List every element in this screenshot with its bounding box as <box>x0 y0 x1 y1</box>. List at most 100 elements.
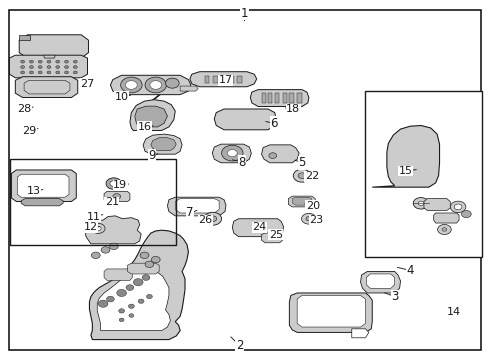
Polygon shape <box>371 126 439 187</box>
Circle shape <box>38 71 42 74</box>
Polygon shape <box>43 55 55 58</box>
Polygon shape <box>151 138 176 150</box>
Polygon shape <box>204 76 209 83</box>
Polygon shape <box>167 197 225 216</box>
Polygon shape <box>274 93 279 103</box>
Circle shape <box>119 318 124 321</box>
Polygon shape <box>214 109 276 130</box>
Circle shape <box>128 304 134 309</box>
Text: 18: 18 <box>285 104 300 114</box>
Circle shape <box>129 314 134 318</box>
Polygon shape <box>19 35 30 40</box>
Circle shape <box>47 66 51 68</box>
Circle shape <box>293 169 310 182</box>
Polygon shape <box>221 76 225 83</box>
Circle shape <box>64 66 68 68</box>
Polygon shape <box>261 93 265 103</box>
Polygon shape <box>130 100 175 131</box>
Polygon shape <box>175 199 219 213</box>
Text: 5: 5 <box>298 156 305 169</box>
Polygon shape <box>351 329 368 338</box>
Circle shape <box>91 224 105 233</box>
Bar <box>365 91 482 257</box>
Text: 24: 24 <box>251 222 265 232</box>
Circle shape <box>56 71 60 74</box>
Text: 16: 16 <box>137 122 151 132</box>
Text: 11: 11 <box>86 212 100 221</box>
Polygon shape <box>89 230 188 339</box>
Text: 4: 4 <box>406 264 413 277</box>
Polygon shape <box>288 196 315 207</box>
Polygon shape <box>15 77 78 98</box>
Text: 29: 29 <box>22 126 36 135</box>
Circle shape <box>301 213 316 224</box>
Bar <box>10 159 176 245</box>
Circle shape <box>125 81 137 89</box>
Circle shape <box>142 275 150 280</box>
Circle shape <box>95 226 101 230</box>
Circle shape <box>208 216 216 222</box>
Polygon shape <box>104 192 130 202</box>
Circle shape <box>98 300 108 307</box>
Polygon shape <box>212 76 217 83</box>
Polygon shape <box>127 263 159 274</box>
Circle shape <box>305 217 311 221</box>
Text: 20: 20 <box>305 201 319 211</box>
Circle shape <box>441 228 446 231</box>
Circle shape <box>119 309 124 313</box>
Circle shape <box>461 211 470 218</box>
Circle shape <box>29 60 33 63</box>
Polygon shape <box>11 170 76 202</box>
Polygon shape <box>289 293 371 332</box>
Polygon shape <box>180 86 198 91</box>
Polygon shape <box>17 174 69 197</box>
Text: 14: 14 <box>446 307 460 317</box>
Circle shape <box>145 77 166 93</box>
Text: 7: 7 <box>186 207 193 220</box>
Text: 22: 22 <box>304 171 318 181</box>
Polygon shape <box>228 76 233 83</box>
Circle shape <box>20 71 24 74</box>
Circle shape <box>73 60 77 63</box>
Polygon shape <box>297 93 301 103</box>
Polygon shape <box>366 274 394 288</box>
Circle shape <box>101 247 110 253</box>
Polygon shape <box>433 213 458 223</box>
Polygon shape <box>261 145 299 163</box>
Polygon shape <box>423 199 449 211</box>
Text: 2: 2 <box>235 339 243 352</box>
Circle shape <box>138 299 144 303</box>
Text: 8: 8 <box>238 156 245 168</box>
Circle shape <box>133 279 143 286</box>
Circle shape <box>150 81 161 89</box>
Circle shape <box>221 145 243 161</box>
Circle shape <box>29 66 33 68</box>
Polygon shape <box>289 93 293 103</box>
Polygon shape <box>267 93 272 103</box>
Circle shape <box>110 181 118 186</box>
Circle shape <box>106 178 122 189</box>
Polygon shape <box>297 296 365 327</box>
Polygon shape <box>232 219 283 237</box>
Text: 10: 10 <box>114 92 128 102</box>
Polygon shape <box>84 216 141 244</box>
Polygon shape <box>97 268 170 330</box>
Circle shape <box>56 60 60 63</box>
Text: 17: 17 <box>219 75 233 85</box>
Polygon shape <box>360 271 400 293</box>
Polygon shape <box>212 144 251 163</box>
Polygon shape <box>21 199 63 206</box>
Circle shape <box>38 60 42 63</box>
Text: 19: 19 <box>113 180 127 190</box>
Circle shape <box>203 212 221 225</box>
Text: 26: 26 <box>198 215 212 225</box>
Circle shape <box>20 66 24 68</box>
Text: 6: 6 <box>269 117 277 130</box>
Circle shape <box>140 252 149 258</box>
Text: 13: 13 <box>27 186 41 197</box>
Text: 23: 23 <box>309 215 323 225</box>
Text: 3: 3 <box>390 290 398 303</box>
Polygon shape <box>110 75 190 95</box>
Circle shape <box>437 225 450 234</box>
Circle shape <box>165 78 179 88</box>
